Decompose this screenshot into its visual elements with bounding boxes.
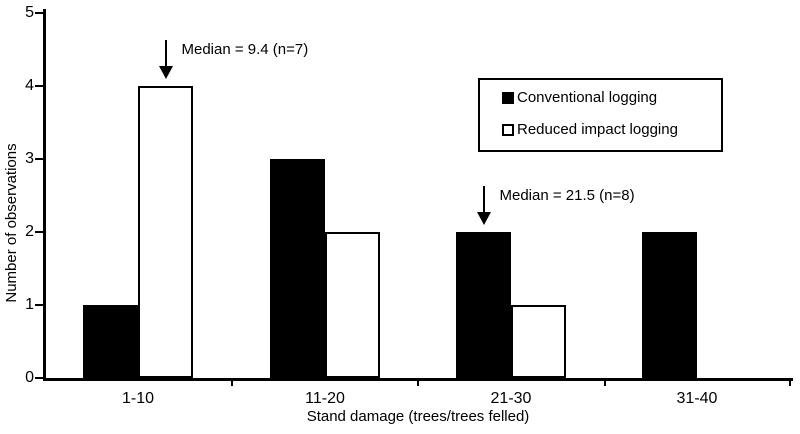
y-tick-label: 5 [25, 4, 34, 21]
bar-conventional-logging [270, 159, 325, 378]
y-tick [35, 85, 43, 87]
legend-label: Reduced impact logging [517, 121, 678, 138]
y-tick-label: 2 [25, 223, 34, 240]
legend-item-reduced-impact-logging: Reduced impact logging [502, 120, 721, 140]
y-tick-label: 4 [25, 77, 34, 94]
filled-square-swatch [502, 92, 514, 104]
bar-conventional-logging [456, 232, 511, 378]
bar-reduced-impact-logging [138, 86, 193, 378]
bar-conventional-logging [642, 232, 697, 378]
y-tick [35, 377, 43, 379]
annotation-arrow-head [158, 66, 173, 79]
bar-conventional-logging [83, 305, 138, 378]
legend-item-conventional-logging: Conventional logging [502, 88, 721, 108]
y-axis [43, 9, 46, 381]
y-tick [35, 304, 43, 306]
x-axis-title: Stand damage (trees/trees felled) [306, 408, 530, 425]
y-tick-label: 1 [25, 296, 34, 313]
y-tick [35, 158, 43, 160]
y-tick [35, 231, 43, 233]
x-tick [231, 381, 233, 386]
category-label: 21-30 [490, 390, 532, 407]
open-square-swatch [502, 124, 514, 136]
x-axis [43, 378, 793, 381]
x-tick [789, 381, 791, 386]
bar-reduced-impact-logging [511, 305, 566, 378]
annotation-text: Median = 9.4 (n=7) [181, 41, 309, 58]
x-tick [417, 381, 419, 386]
annotation-arrow-stem [482, 186, 485, 214]
category-label: 31-40 [676, 390, 718, 407]
category-label: 1-10 [121, 390, 155, 407]
x-tick [604, 381, 606, 386]
bar-reduced-impact-logging [325, 232, 380, 378]
annotation-arrow-head [476, 212, 491, 225]
annotation-text: Median = 21.5 (n=8) [499, 187, 635, 204]
legend: Conventional logging Reduced impact logg… [478, 78, 723, 152]
y-tick-label: 3 [25, 150, 34, 167]
legend-label: Conventional logging [517, 89, 658, 106]
annotation-arrow-stem [164, 40, 167, 68]
y-tick [35, 12, 43, 14]
y-tick-label: 0 [25, 369, 34, 386]
category-label: 11-20 [305, 390, 345, 407]
